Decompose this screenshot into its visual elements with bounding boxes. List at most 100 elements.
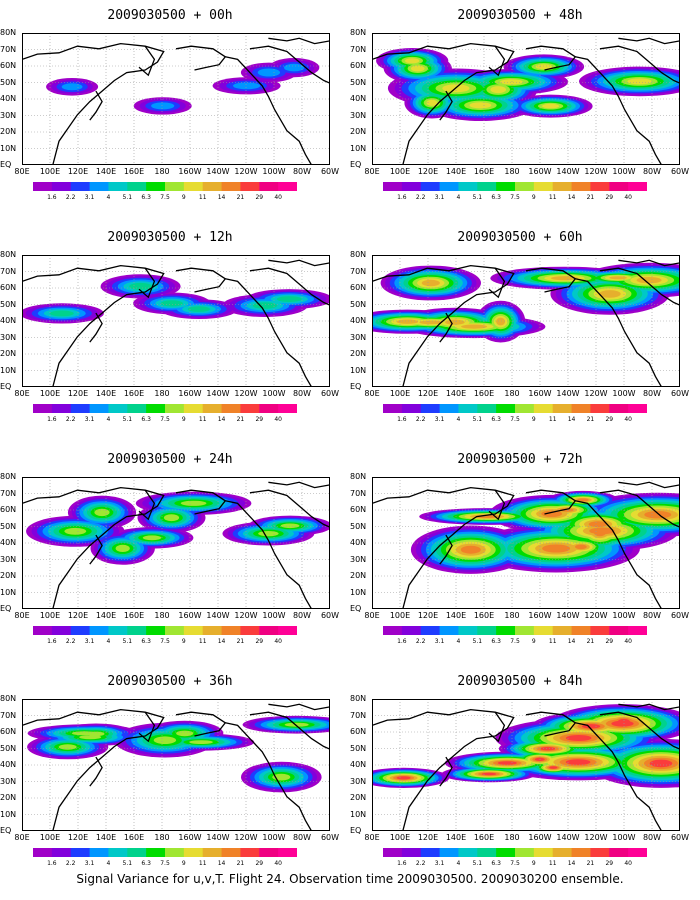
lon-tick-label: 80W [642,167,662,176]
colorbar-label: 21 [236,194,245,201]
colorbar-label: 5.1 [122,638,133,645]
variance-contour [396,776,411,780]
colorbar-label: 5.1 [472,638,483,645]
panel-title: 2009030500 + 48h [457,8,583,23]
coastline [599,489,680,528]
variance-contour [445,319,465,325]
colorbar-label: 21 [586,194,595,201]
lat-tick-label: 10N [0,809,17,819]
colorbar-label: 29 [605,416,614,423]
colorbar-label: 11 [198,194,207,201]
coastline [599,711,680,750]
colorbar-swatch [496,404,516,413]
variance-contour [419,320,443,325]
lon-tick-label: 80W [642,611,662,620]
coastline [89,312,103,343]
colorbar-label: 9 [181,194,186,201]
lon-tick-label: 120E [67,389,89,398]
coastline [249,267,330,306]
colorbar-label: 29 [255,416,264,423]
colorbar-label: 3.1 [434,638,445,645]
colorbar-swatch [202,626,223,635]
lon-tick-label: 60W [320,167,340,176]
colorbar-swatch [590,404,610,413]
lat-tick-label: 50N [350,299,367,309]
variance-contour [411,65,425,72]
colorbar-swatch [240,404,260,413]
variance-contour [565,735,592,741]
colorbar-label: 11 [548,194,557,201]
colorbar-swatch [127,182,147,191]
lat-tick-label: 60N [0,505,17,514]
map-svg [372,477,680,609]
colorbar-swatch [202,404,223,413]
colorbar-swatch [70,182,91,191]
lon-tick-label: 180 [504,611,520,620]
colorbar: 1.6 2.2 3.1 4 5.1 6.3 7.5 9 11 14 21 29 40 [33,626,297,648]
coastline [488,711,506,743]
lat-tick-label: 80N [0,694,17,703]
map-frame [372,255,680,387]
colorbar: 1.6 2.2 3.1 4 5.1 6.3 7.5 9 11 14 21 29 40 [383,404,647,426]
map-svg [372,33,680,165]
colorbar-swatch [458,404,478,413]
colorbar-swatch [552,626,573,635]
lat-tick-label: 60N [0,283,17,292]
coastline [268,703,330,711]
lat-tick-label: 80N [0,472,17,481]
colorbar-swatch [127,404,147,413]
coastline [225,500,313,609]
colorbar-swatch [33,626,53,635]
colorbar-swatch [221,848,241,857]
lat-tick-label: 60N [0,727,17,736]
colorbar-label: 6.3 [491,416,501,423]
variance-contour [542,544,571,553]
colorbar-swatch [515,182,535,191]
lon-tick-label: 80E [14,389,30,398]
lon-tick-label: 140E [95,389,117,398]
lon-tick-label: 100W [262,389,286,398]
colorbar-swatch [221,404,241,413]
colorbar: 1.6 2.2 3.1 4 5.1 6.3 7.5 9 11 14 21 29 40 [33,848,297,870]
colorbar-label: 1.6 [47,860,57,867]
colorbar-swatch [70,626,91,635]
colorbar-swatch [401,848,422,857]
colorbar-label: 40 [274,860,282,867]
colorbar-label: 3.1 [434,416,445,423]
map-panel: 2009030500 + 72h 80N 70N 60N 50N 40N 30N 20N 10N… [350,444,690,666]
colorbar-swatch [420,404,441,413]
lat-tick-label: EQ [0,604,12,613]
variance-contour [258,531,279,537]
lon-tick-label: 100E [39,167,61,176]
lat-tick-label: 80N [350,472,367,481]
lat-tick-label: 10N [0,587,17,597]
lon-tick-label: 120W [234,167,258,176]
colorbar-label: 2.2 [415,638,426,645]
colorbar-swatch [70,848,91,857]
lat-tick-label: 10N [0,143,17,153]
lat-tick-label: 70N [0,44,17,54]
lat-tick-label: 80N [350,28,367,37]
lon-tick-label: 140E [445,389,467,398]
variance-contour [276,296,302,302]
coastline [138,489,156,521]
variance-contour [559,508,574,512]
colorbar-label: 4 [456,638,461,645]
lat-tick-label: 80N [0,28,17,37]
map-panel: 2009030500 + 00h 80N 70N 60N 50N 40N 30N 20N 10N… [0,0,340,222]
lon-tick-label: 100W [262,833,286,842]
map-frame [22,477,330,609]
colorbar-swatch [628,182,647,191]
lat-tick-label: 20N [350,349,367,358]
colorbar-swatch [420,626,441,635]
lon-tick-label: 80E [14,833,30,842]
colorbar-swatch [146,404,166,413]
lat-tick-label: 60N [0,61,17,70]
colorbar-swatch [165,626,185,635]
colorbar-label: 1.6 [47,638,57,645]
colorbar-label: 11 [198,638,207,645]
colorbar-swatch [108,182,128,191]
lon-tick-label: 100W [612,389,636,398]
lon-tick-label: 120E [417,167,439,176]
lon-tick-label: 140E [445,833,467,842]
